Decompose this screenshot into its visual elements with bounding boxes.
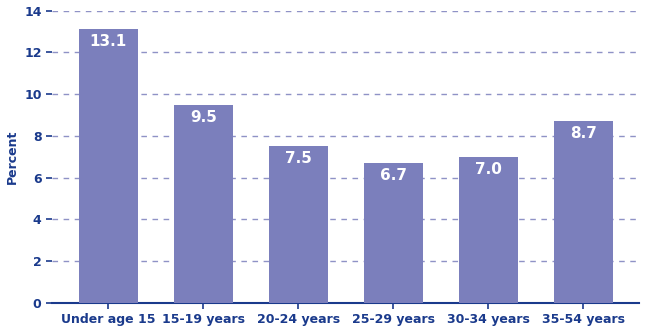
Bar: [174, 105, 233, 303]
Bar: [364, 163, 422, 303]
Text: 6.7: 6.7: [380, 168, 407, 183]
Bar: [79, 29, 137, 303]
Text: 9.5: 9.5: [190, 110, 217, 124]
Y-axis label: Percent: Percent: [6, 129, 19, 184]
Bar: [459, 157, 518, 303]
Bar: [269, 146, 328, 303]
Text: 7.5: 7.5: [285, 151, 312, 166]
Text: 13.1: 13.1: [90, 35, 127, 49]
Bar: [554, 121, 613, 303]
Text: 7.0: 7.0: [475, 162, 502, 177]
Text: 8.7: 8.7: [570, 126, 597, 141]
